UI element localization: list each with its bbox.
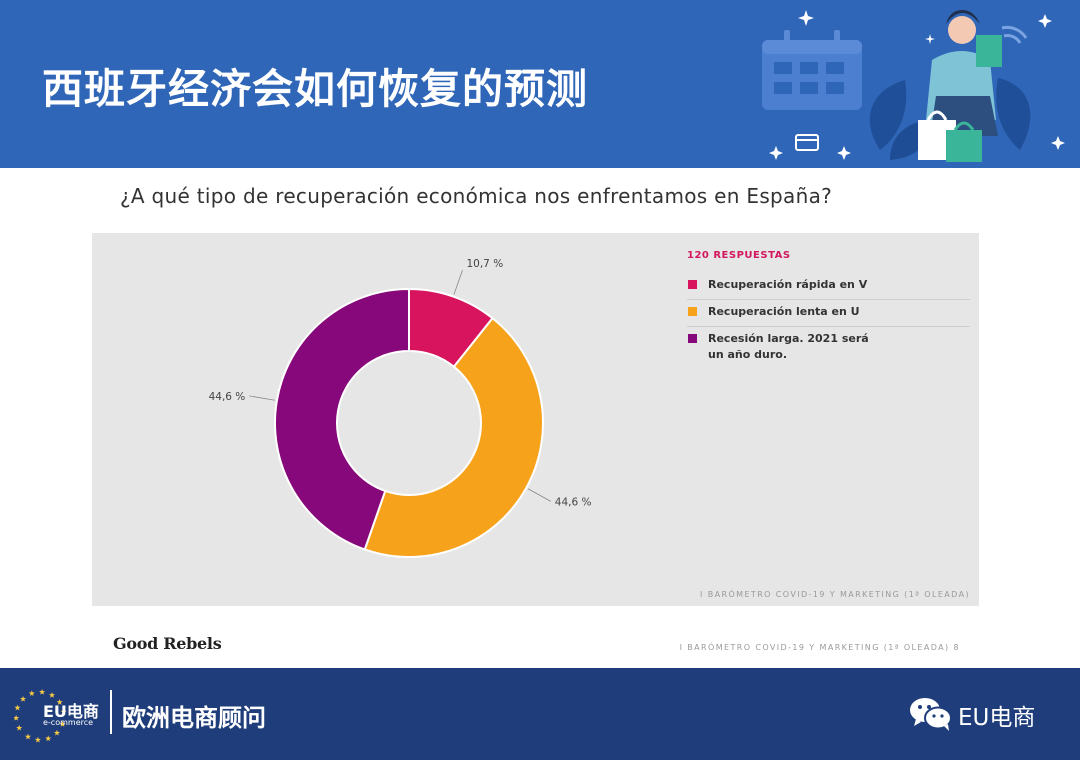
footer-divider [110, 690, 112, 734]
eu-star [14, 704, 21, 711]
legend-swatch-recession [688, 334, 697, 343]
page-source-note: I BARÓMETRO COVID-19 Y MARKETING (1ª OLE… [679, 643, 960, 652]
chart-legend: 120 RESPUESTAS Recuperación rápida en V … [687, 250, 970, 369]
legend-swatch-u [688, 307, 697, 316]
credit-card-icon [795, 134, 819, 151]
page-title: 西班牙经济会如何恢复的预测 [42, 65, 588, 113]
legend-label-recession: Recesión larga. 2021 será un año duro. [708, 332, 869, 361]
slice-value-label: 10,7 % [466, 258, 503, 270]
eu-star [19, 695, 27, 702]
shopping-illustration [762, 10, 1065, 162]
eu-star [13, 714, 20, 721]
eu-star [53, 729, 61, 736]
shopping-person [926, 10, 998, 136]
footer-bar: EU电商 e-commerce 欧洲电商顾问 EU电商 [0, 668, 1080, 760]
eu-star [59, 721, 66, 727]
legend-label-u: Recuperación lenta en U [708, 305, 860, 318]
donut-chart: 10,7 % 44,6 % 44,6 % [209, 258, 592, 558]
legend-title: 120 RESPUESTAS [687, 250, 791, 261]
footer-account: EU电商 [958, 705, 1036, 731]
slice-value-label: 44,6 % [209, 391, 246, 403]
calendar-icon [762, 30, 862, 110]
eu-star [34, 736, 41, 743]
wechat-icon [910, 698, 952, 731]
donut-slice-recession [274, 287, 410, 551]
eu-star [28, 690, 35, 697]
slice-value-label: 44,6 % [555, 496, 592, 508]
eu-star [16, 724, 23, 731]
slice-leader-line [453, 269, 463, 295]
slice-leader-line [527, 488, 551, 502]
eu-logo: EU电商 e-commerce [13, 680, 106, 750]
wifi-icon [1001, 25, 1028, 44]
eu-star [24, 733, 32, 740]
eu-star [48, 692, 56, 698]
eu-star [56, 699, 63, 705]
logo-text: EU电商 [43, 702, 99, 721]
logo-subtext: e-commerce [43, 718, 94, 727]
eu-star [60, 708, 67, 715]
chart-source-note: I BARÓMETRO COVID-19 Y MARKETING (1ª OLE… [700, 590, 970, 599]
legend-item-recession: Recesión larga. 2021 será un año duro. [687, 327, 970, 369]
brand-logo: Good Rebels [113, 634, 222, 653]
legend-label-v: Recuperación rápida en V [708, 278, 868, 291]
shopping-bags-icon [918, 35, 1002, 162]
footer-title: 欧洲电商顾问 [122, 704, 266, 732]
slice-leader-line [249, 395, 275, 401]
survey-question: ¿A qué tipo de recuperación económica no… [120, 184, 833, 208]
legend-swatch-v [688, 280, 697, 289]
donut-slice-u [363, 316, 544, 558]
eu-star [39, 688, 46, 695]
legend-item-u: Recuperación lenta en U [687, 300, 970, 327]
eu-stars-icon [13, 688, 67, 743]
header-banner: 西班牙经济会如何恢复的预测 [0, 0, 1080, 168]
legend-item-v: Recuperación rápida en V [687, 273, 970, 300]
eu-star [45, 735, 52, 742]
